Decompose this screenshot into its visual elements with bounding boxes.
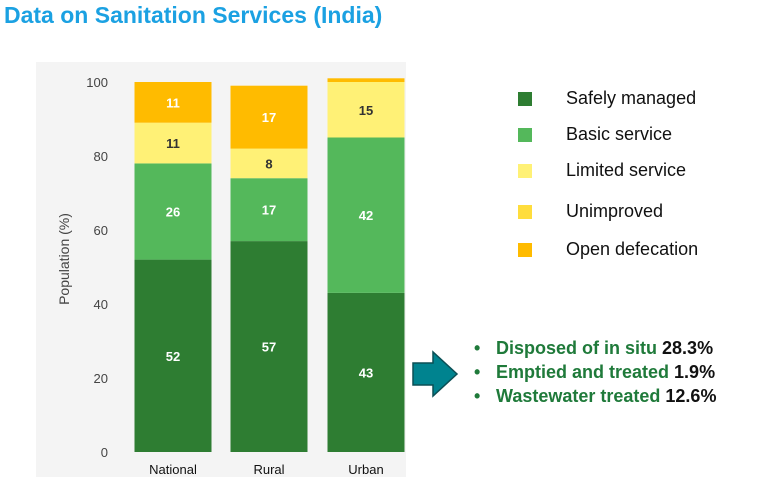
bar-value-label: 52 bbox=[166, 349, 180, 364]
legend-label: Basic service bbox=[566, 124, 673, 144]
bar-value-label: 57 bbox=[262, 340, 276, 355]
bar-segment bbox=[134, 82, 212, 123]
bar-segment bbox=[230, 85, 308, 149]
bar-value-label: 17 bbox=[262, 203, 276, 218]
legend-item: Basic service bbox=[518, 124, 758, 146]
bar-value-label: 17 bbox=[262, 110, 276, 125]
note-label: Disposed of in situ bbox=[496, 338, 658, 358]
bar-segment bbox=[134, 163, 212, 260]
bar-segment bbox=[327, 137, 405, 293]
note-value: 1.9% bbox=[674, 362, 716, 382]
note-value: 12.6% bbox=[665, 386, 717, 406]
bar-segment bbox=[327, 292, 405, 452]
bullet-icon: • bbox=[474, 338, 481, 358]
y-tick-label: 0 bbox=[101, 445, 108, 460]
bar-value-label: 43 bbox=[359, 365, 373, 380]
legend-label: Unimproved bbox=[566, 201, 664, 221]
legend-label: Limited service bbox=[566, 160, 687, 180]
stacked-bar-chart: 0 20 40 60 80 100 52 26 11 11 57 17 8 17 43 42 15 Natio… bbox=[56, 75, 405, 477]
bar-segment bbox=[327, 78, 405, 82]
y-tick-label: 80 bbox=[94, 149, 108, 164]
legend-swatch bbox=[518, 205, 532, 219]
bar-segment bbox=[134, 259, 212, 452]
legend-item: Limited service bbox=[518, 160, 758, 182]
legend-swatch bbox=[518, 243, 532, 257]
legend-item: Safely managed bbox=[518, 88, 758, 110]
bullet-icon: • bbox=[474, 362, 481, 382]
legend-swatch bbox=[518, 128, 532, 142]
urban-notes-list: • Disposed of in situ 28.3% • Emptied and … bbox=[474, 336, 716, 408]
bar-value-label: 8 bbox=[265, 156, 272, 171]
note-label: Emptied and treated bbox=[496, 362, 670, 382]
legend-swatch bbox=[518, 92, 532, 106]
bar-segment bbox=[134, 122, 212, 164]
note-item: • Disposed of in situ 28.3% bbox=[474, 336, 716, 360]
x-tick-label: National bbox=[149, 462, 197, 477]
legend-item: Open defecation bbox=[518, 239, 758, 261]
bar-value-label: 11 bbox=[166, 136, 180, 151]
bar-stack: 52 26 11 11 bbox=[134, 82, 212, 452]
y-tick-label: 60 bbox=[94, 223, 108, 238]
bar-segment bbox=[230, 178, 308, 242]
bar-segment bbox=[327, 82, 405, 138]
chart-panel: 0 20 40 60 80 100 52 26 11 11 57 17 8 17 43 42 15 Natio… bbox=[36, 62, 406, 477]
y-tick-label: 40 bbox=[94, 297, 108, 312]
note-label: Wastewater treated bbox=[496, 386, 661, 406]
legend-swatch bbox=[518, 164, 532, 178]
bar-stack: 57 17 8 17 bbox=[230, 85, 308, 452]
legend-item: Unimproved bbox=[518, 201, 758, 223]
note-item: • Wastewater treated 12.6% bbox=[474, 384, 716, 408]
bar-value-label: 42 bbox=[359, 208, 373, 223]
arrow-right-icon bbox=[412, 350, 459, 398]
note-value: 28.3% bbox=[662, 338, 714, 358]
y-tick-label: 20 bbox=[94, 371, 108, 386]
bar-stack: 43 42 15 bbox=[327, 78, 405, 452]
legend-label: Open defecation bbox=[566, 239, 699, 259]
bar-value-label: 15 bbox=[359, 103, 373, 118]
bar-value-label: 26 bbox=[166, 205, 180, 220]
y-tick-label: 100 bbox=[86, 75, 108, 90]
page-title: Data on Sanitation Services (India) bbox=[4, 2, 383, 28]
bar-segment bbox=[230, 148, 308, 179]
bullet-icon: • bbox=[474, 386, 481, 406]
x-tick-label: Rural bbox=[253, 462, 284, 477]
note-item: • Emptied and treated 1.9% bbox=[474, 360, 716, 384]
x-tick-label: Urban bbox=[348, 462, 383, 477]
legend-label: Safely managed bbox=[566, 88, 697, 108]
y-axis-label: Population (%) bbox=[56, 213, 72, 305]
bar-segment bbox=[230, 241, 308, 452]
bar-value-label: 11 bbox=[166, 95, 180, 110]
